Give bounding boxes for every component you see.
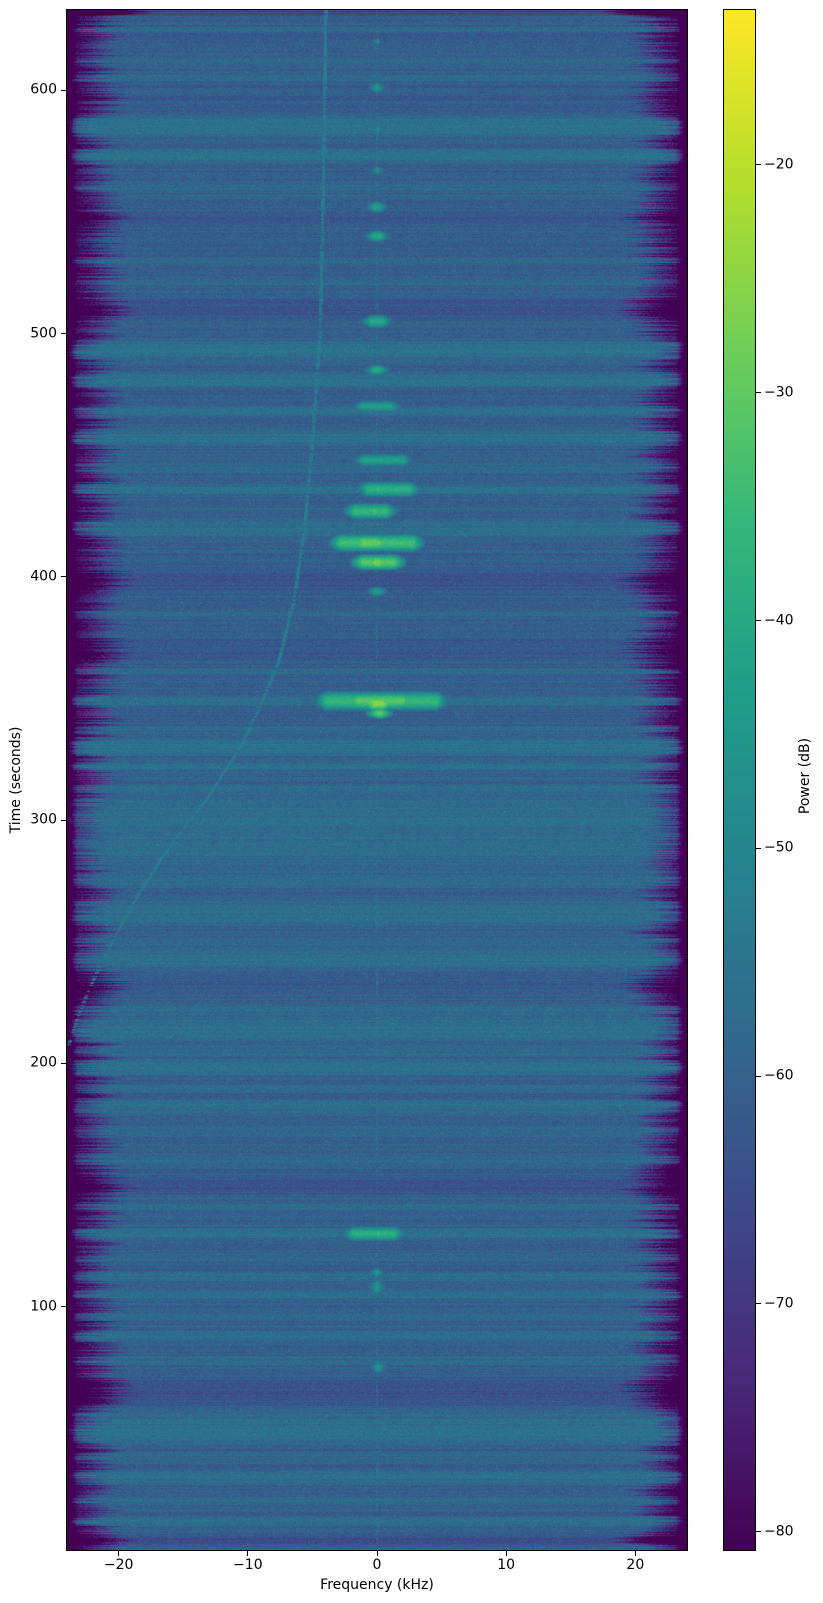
y-tick-mark — [61, 1062, 66, 1064]
y-tick-mark — [61, 819, 66, 821]
y-tick-mark — [61, 576, 66, 578]
colorbar-tick-mark — [756, 847, 761, 849]
colorbar-tick-mark — [756, 1531, 761, 1533]
y-tick-label: 300 — [30, 811, 57, 828]
x-tick-label: 10 — [497, 1557, 516, 1573]
colorbar-label: Power (dB) — [797, 737, 813, 815]
x-tick-mark — [634, 1551, 636, 1556]
y-tick-label: 100 — [30, 1298, 57, 1315]
y-tick-mark — [61, 1306, 66, 1308]
colorbar-tick-label: −40 — [764, 612, 794, 629]
x-tick-label: 0 — [372, 1557, 382, 1573]
colorbar-tick-mark — [756, 164, 761, 166]
y-tick-label: 400 — [30, 568, 57, 585]
y-tick-mark — [61, 89, 66, 91]
y-tick-label: 500 — [30, 325, 57, 342]
colorbar-tick-label: −70 — [764, 1295, 794, 1312]
colorbar-tick-label: −50 — [764, 839, 794, 856]
x-axis-label: Frequency (kHz) — [320, 1577, 434, 1593]
spectrogram-image — [67, 10, 687, 1550]
x-tick-label: −10 — [233, 1557, 263, 1573]
colorbar-tick-label: −20 — [764, 156, 794, 173]
x-tick-label: −20 — [103, 1557, 134, 1573]
x-tick-mark — [505, 1551, 507, 1556]
colorbar-tick-label: −60 — [764, 1067, 794, 1084]
colorbar-tick-label: −30 — [764, 384, 794, 401]
colorbar — [723, 9, 756, 1551]
x-tick-mark — [118, 1551, 120, 1556]
colorbar-tick-mark — [756, 392, 761, 394]
x-tick-mark — [247, 1551, 249, 1556]
plot-area — [66, 9, 688, 1551]
y-tick-mark — [61, 333, 66, 335]
colorbar-tick-mark — [756, 1303, 761, 1305]
y-tick-label: 600 — [30, 81, 57, 98]
y-tick-label: 200 — [30, 1054, 57, 1071]
colorbar-tick-mark — [756, 620, 761, 622]
colorbar-tick-mark — [756, 1075, 761, 1077]
colorbar-gradient — [724, 10, 755, 1550]
x-tick-label: 20 — [626, 1557, 645, 1573]
colorbar-tick-label: −80 — [764, 1523, 794, 1540]
y-axis-label: Time (seconds) — [8, 726, 24, 834]
x-tick-mark — [376, 1551, 378, 1556]
